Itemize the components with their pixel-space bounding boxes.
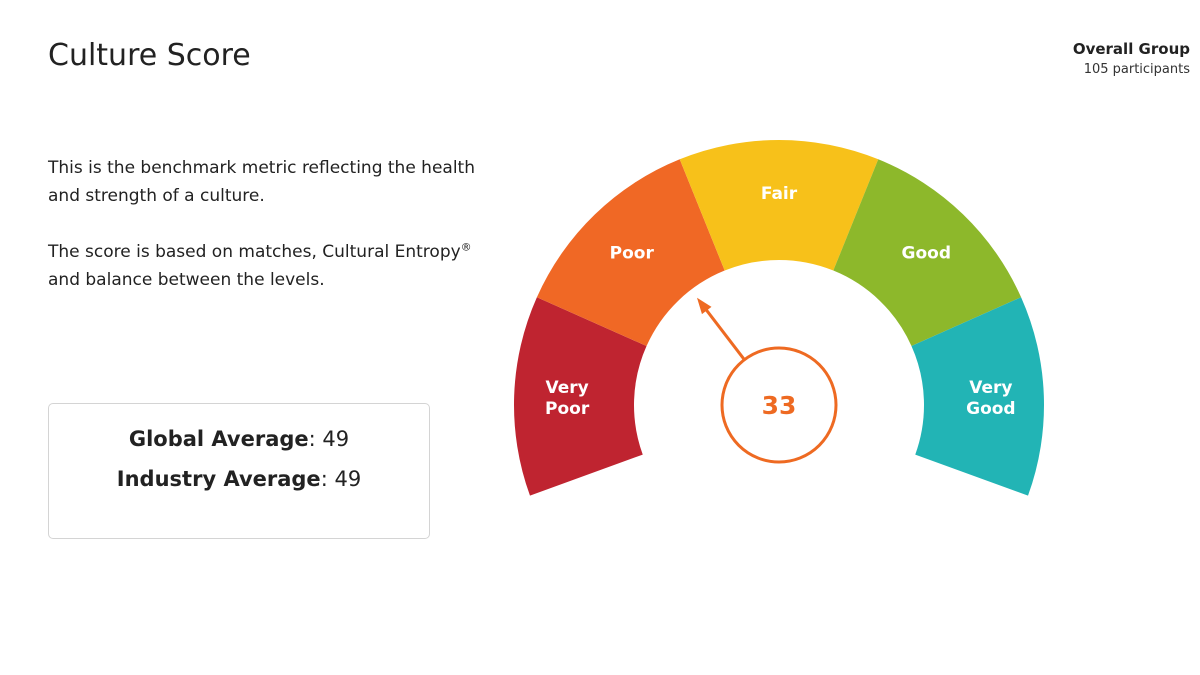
gauge-segment-good [833,159,1022,347]
description-paragraph-2: The score is based on matches, Cultural … [48,238,508,294]
description-paragraph-1: This is the benchmark metric reflecting … [48,158,476,206]
score-value: 33 [762,391,797,420]
gauge-segment-poor [536,159,725,347]
page-title: Culture Score [48,38,251,73]
gauge-label-poor: Poor [610,243,655,263]
global-average-value: 49 [322,427,350,451]
group-name: Overall Group [1072,40,1190,58]
industry-average-label: Industry Average [116,467,321,491]
registered-mark: ® [460,240,472,254]
gauge-label-very-good: Very Good [966,378,1015,419]
needle-arrowhead [697,297,712,315]
gauge-segment-very-good [911,297,1044,496]
description-text: The score is based on matches, Cultural … [48,242,461,262]
score-circle [720,346,838,464]
gauge-segment-very-poor [513,297,647,496]
description-text-end: and balance between the levels. [48,270,325,290]
industry-average-value: 49 [334,467,362,491]
participant-count: 105 participants [1083,62,1190,77]
group-info: Overall Group 105 participants [1073,40,1190,80]
gauge-label-fair: Fair [761,184,798,204]
industry-average: Industry Average: 49 [116,467,362,491]
gauge-label-very-poor: Very Poor [545,378,590,419]
averages-box: Global Average: 49 Industry Average: 49 [48,403,430,539]
score-needle [697,297,746,361]
global-average-label: Global Average [128,427,309,451]
global-average: Global Average: 49 [128,427,350,451]
score-description: This is the benchmark metric reflecting … [48,154,508,322]
gauge-segment-fair [679,139,879,271]
gauge-label-good: Good [902,243,951,263]
